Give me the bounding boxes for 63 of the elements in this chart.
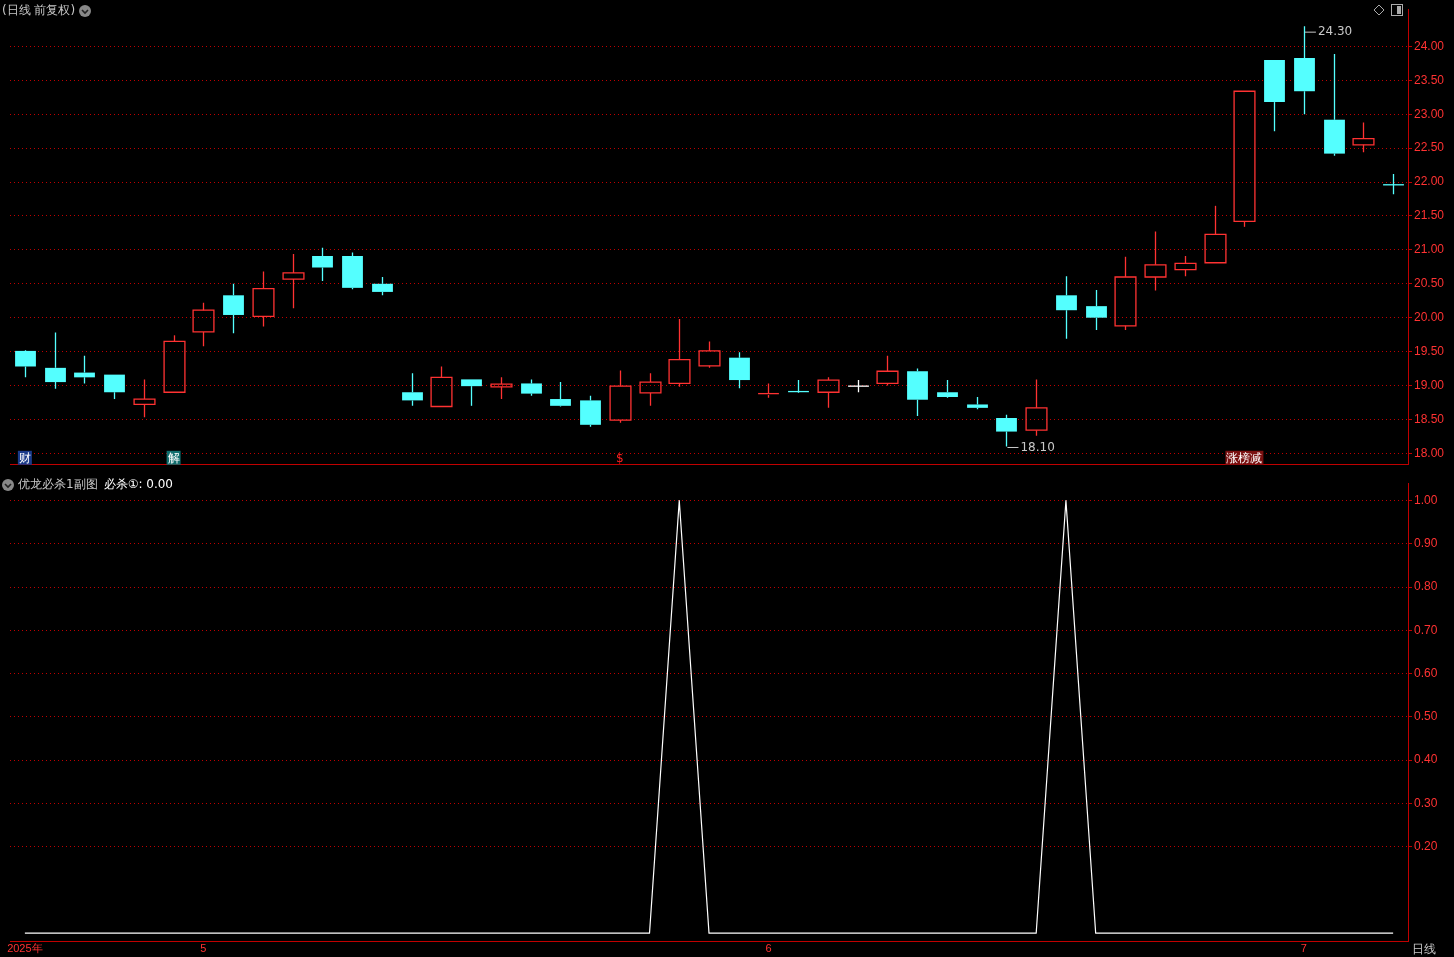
candlestick: [252, 270, 275, 328]
y-tick-label: 20.00: [1414, 309, 1445, 324]
y-tick-label: 0.80: [1414, 579, 1438, 594]
candlestick: [1114, 256, 1137, 331]
candlestick: [402, 372, 423, 407]
x-tick-label: 7: [1300, 942, 1307, 955]
y-tick-label: 22.50: [1414, 140, 1445, 155]
y-tick-label: 1.00: [1414, 492, 1438, 507]
candlestick: [639, 372, 662, 407]
x-tick-label: 2025年: [7, 942, 43, 955]
y-tick-label: 23.00: [1414, 106, 1445, 121]
y-tick-label: 0.60: [1414, 665, 1438, 680]
candlestick: [133, 378, 156, 418]
candlestick: [490, 376, 513, 400]
y-tick-label: 0.90: [1414, 536, 1438, 551]
y-tick-label: 21.50: [1414, 208, 1445, 223]
y-tick-label: 22.00: [1414, 174, 1445, 189]
candlestick: [609, 369, 632, 424]
candlestick: [1294, 25, 1315, 115]
candlestick: [45, 331, 66, 390]
y-tick-label: 0.30: [1414, 795, 1438, 810]
candlestick: [668, 318, 691, 388]
text: 日线: [1412, 942, 1436, 957]
candlestick: [1204, 205, 1227, 264]
annotation: 财: [18, 450, 31, 465]
chart-title: (日线 前复权): [2, 2, 76, 19]
candlestick: [1086, 289, 1107, 331]
annotation: 解: [167, 450, 180, 465]
candlestick: [223, 283, 244, 334]
y-tick-label: 18.00: [1414, 445, 1445, 460]
chart-title: 优龙必杀1副图: [18, 476, 98, 493]
candlestick: [461, 379, 482, 407]
candlestick: [1264, 60, 1285, 132]
y-tick-label: 0.70: [1414, 622, 1438, 637]
candlestick: [282, 253, 305, 309]
annotation: 涨榜减: [1226, 450, 1263, 465]
y-tick-label: 19.50: [1414, 343, 1445, 358]
y-tick-label: 23.50: [1414, 72, 1445, 87]
candlestick: [192, 302, 215, 347]
candlestick: [1382, 173, 1405, 195]
candlestick: [996, 413, 1017, 448]
candlestick: [817, 376, 840, 409]
y-tick-label: 24.00: [1414, 38, 1445, 53]
candlestick: [907, 367, 928, 417]
x-tick-label: 5: [200, 942, 207, 955]
x-tick-label: 6: [765, 942, 772, 955]
y-tick-label: 21.00: [1414, 242, 1445, 257]
y-tick-label: 0.50: [1414, 709, 1438, 724]
candlestick: [312, 247, 333, 282]
y-tick-label: 18.50: [1414, 411, 1445, 426]
candlestick: [1144, 230, 1167, 292]
y-tick-label: 0.40: [1414, 752, 1438, 767]
y-tick-label: 20.50: [1414, 276, 1445, 291]
annotation: 18.10: [1020, 439, 1055, 454]
annotation: $: [615, 450, 624, 465]
candlestick: [1324, 53, 1345, 157]
text: 必杀①: 0.00: [103, 476, 173, 493]
candlestick: [1056, 275, 1077, 340]
annotation: 24.30: [1317, 24, 1353, 39]
candlestick: [1352, 121, 1375, 153]
y-tick-label: 0.20: [1414, 838, 1438, 853]
y-tick-label: 19.00: [1414, 377, 1445, 392]
candlestick: [1025, 378, 1048, 437]
